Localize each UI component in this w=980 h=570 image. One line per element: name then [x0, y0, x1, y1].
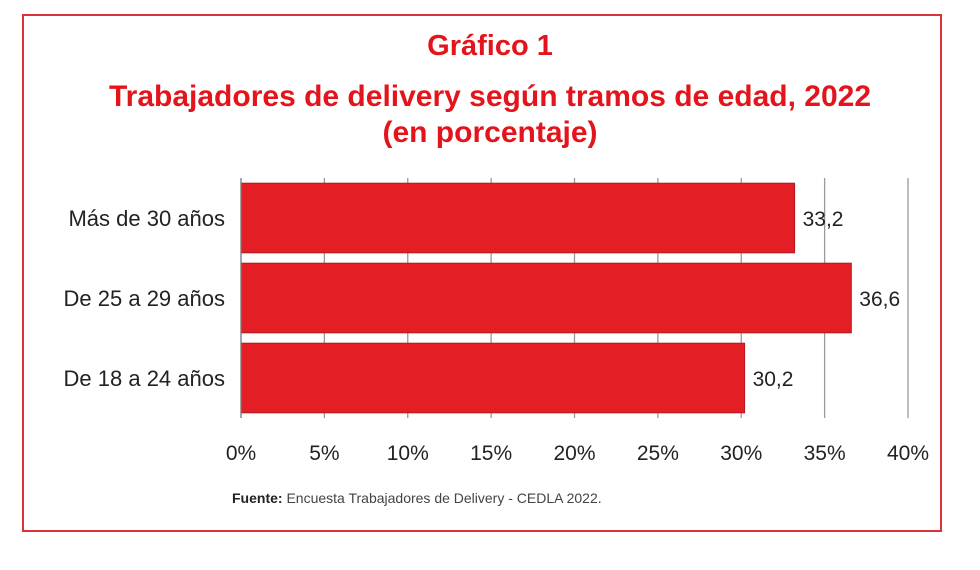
bar [240, 182, 796, 254]
category-label: Más de 30 años [68, 206, 225, 231]
source-text: Encuesta Trabajadores de Delivery - CEDL… [286, 490, 602, 506]
chart-title: Trabajadores de delivery según tramos de… [109, 80, 871, 113]
chart-heading: Gráfico 1 [427, 30, 553, 62]
value-label: 33,2 [803, 208, 844, 231]
x-tick-label: 30% [720, 442, 762, 465]
value-label: 36,6 [859, 288, 900, 311]
category-label: De 25 a 29 años [64, 286, 225, 311]
value-label: 30,2 [753, 368, 794, 391]
category-label: De 18 a 24 años [64, 366, 225, 391]
source-label: Fuente: [232, 490, 283, 506]
x-tick-label: 5% [309, 442, 339, 465]
x-tick-label: 20% [553, 442, 595, 465]
x-tick-label: 25% [637, 442, 679, 465]
bar [240, 342, 746, 414]
bar [240, 262, 852, 334]
x-tick-label: 15% [470, 442, 512, 465]
x-tick-label: 40% [887, 442, 929, 465]
chart-subtitle: (en porcentaje) [382, 116, 598, 149]
x-tick-label: 35% [804, 442, 846, 465]
x-tick-label: 0% [226, 442, 256, 465]
x-tick-label: 10% [387, 442, 429, 465]
source-note: Fuente: Encuesta Trabajadores de Deliver… [232, 490, 602, 506]
